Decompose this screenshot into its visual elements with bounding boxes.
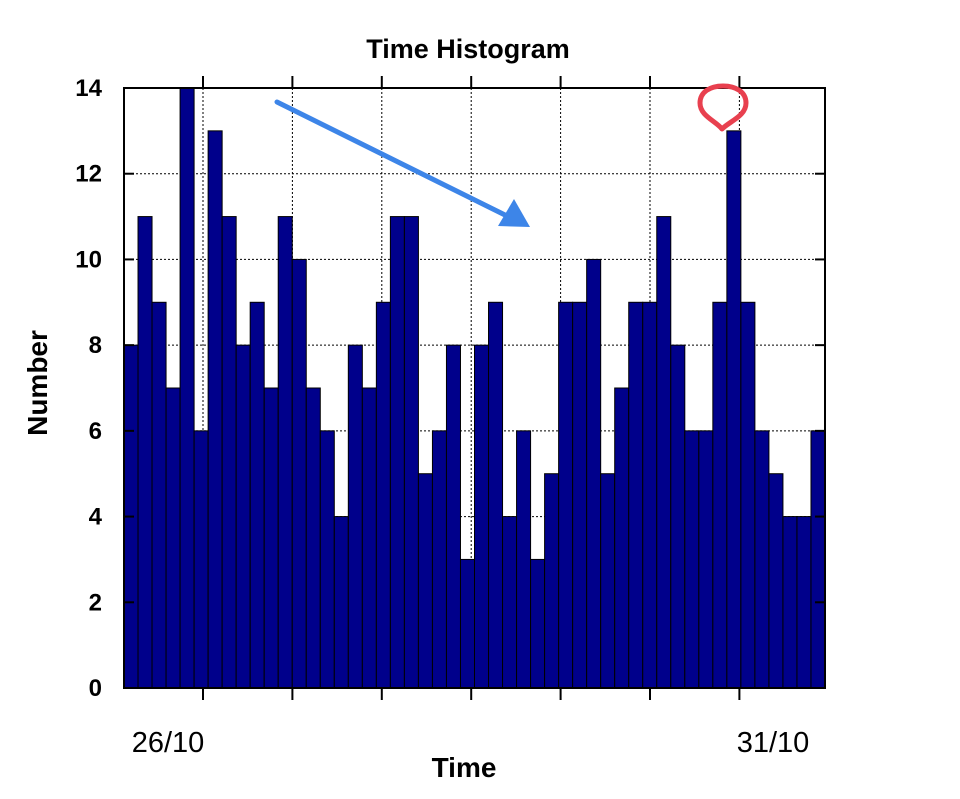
histogram-bar bbox=[726, 130, 742, 689]
highlight-marker-icon bbox=[697, 83, 749, 132]
histogram-bar bbox=[544, 473, 560, 689]
y-tick-label: 0 bbox=[89, 675, 102, 702]
histogram-bar bbox=[207, 130, 223, 689]
histogram-bar bbox=[319, 430, 335, 689]
histogram-bar bbox=[249, 301, 265, 689]
histogram-bars bbox=[123, 87, 826, 689]
histogram-bar bbox=[165, 387, 181, 689]
histogram-bar bbox=[642, 301, 658, 689]
y-tick-label: 14 bbox=[75, 75, 102, 102]
histogram-bar bbox=[810, 430, 826, 689]
trend-arrow bbox=[274, 99, 530, 227]
histogram-bar bbox=[530, 558, 546, 689]
histogram-bar bbox=[516, 430, 532, 689]
histogram-bar bbox=[740, 301, 756, 689]
histogram-bar bbox=[614, 387, 630, 689]
histogram-bar bbox=[754, 430, 770, 689]
trend-arrow-line bbox=[274, 99, 508, 218]
histogram-bar bbox=[782, 516, 798, 689]
y-tick-label: 10 bbox=[75, 246, 102, 273]
histogram-bar bbox=[796, 516, 812, 689]
histogram-bar bbox=[347, 344, 363, 689]
histogram-bar bbox=[431, 430, 447, 689]
histogram-bar bbox=[586, 258, 602, 689]
y-tick-label: 12 bbox=[75, 161, 102, 188]
y-tick-label: 4 bbox=[89, 504, 103, 531]
histogram-bar bbox=[600, 473, 616, 689]
histogram-bar bbox=[263, 387, 279, 689]
chart-title: Time Histogram bbox=[366, 34, 570, 64]
histogram-bar bbox=[151, 301, 167, 689]
histogram-bar bbox=[670, 344, 686, 689]
axis-ticks bbox=[124, 76, 825, 700]
histogram-bar bbox=[389, 216, 405, 689]
y-tick-labels: 0 2 4 6 8 10 12 14 bbox=[75, 75, 102, 702]
histogram-bar bbox=[179, 87, 195, 689]
histogram-bar bbox=[235, 344, 251, 689]
histogram-bar bbox=[193, 430, 209, 689]
plot-frame bbox=[123, 87, 826, 689]
histogram-bar bbox=[403, 216, 419, 689]
histogram-bar bbox=[361, 387, 377, 689]
histogram-bar bbox=[712, 301, 728, 689]
y-tick-label: 8 bbox=[89, 332, 102, 359]
histogram-bar bbox=[474, 344, 490, 689]
histogram-bar bbox=[684, 430, 700, 689]
histogram-bar bbox=[333, 516, 349, 689]
x-tick-label: 31/10 bbox=[737, 727, 810, 759]
histogram-bar bbox=[558, 301, 574, 689]
histogram-bar bbox=[137, 216, 153, 689]
x-tick-labels: 26/10 31/10 bbox=[132, 727, 810, 759]
y-tick-label: 6 bbox=[89, 418, 102, 445]
histogram-bar bbox=[698, 430, 714, 689]
histogram-bar bbox=[445, 344, 461, 689]
x-tick-label: 26/10 bbox=[132, 727, 205, 759]
histogram-bar bbox=[221, 216, 237, 689]
trend-arrow-head bbox=[498, 199, 530, 227]
y-axis-label: Number bbox=[22, 330, 53, 436]
histogram-bar bbox=[277, 216, 293, 689]
histogram-bar bbox=[305, 387, 321, 689]
histogram-bar bbox=[291, 258, 307, 689]
histogram-bar bbox=[656, 216, 672, 689]
histogram-bar bbox=[572, 301, 588, 689]
histogram-bar bbox=[459, 558, 476, 689]
y-tick-label: 2 bbox=[89, 589, 102, 616]
histogram-bar bbox=[417, 473, 433, 689]
histogram-bar bbox=[375, 301, 391, 689]
x-axis-label: Time bbox=[432, 752, 497, 783]
histogram-bar bbox=[768, 473, 784, 689]
histogram-bar bbox=[502, 516, 518, 689]
histogram-bar bbox=[488, 301, 504, 689]
histogram-bar bbox=[628, 301, 644, 689]
